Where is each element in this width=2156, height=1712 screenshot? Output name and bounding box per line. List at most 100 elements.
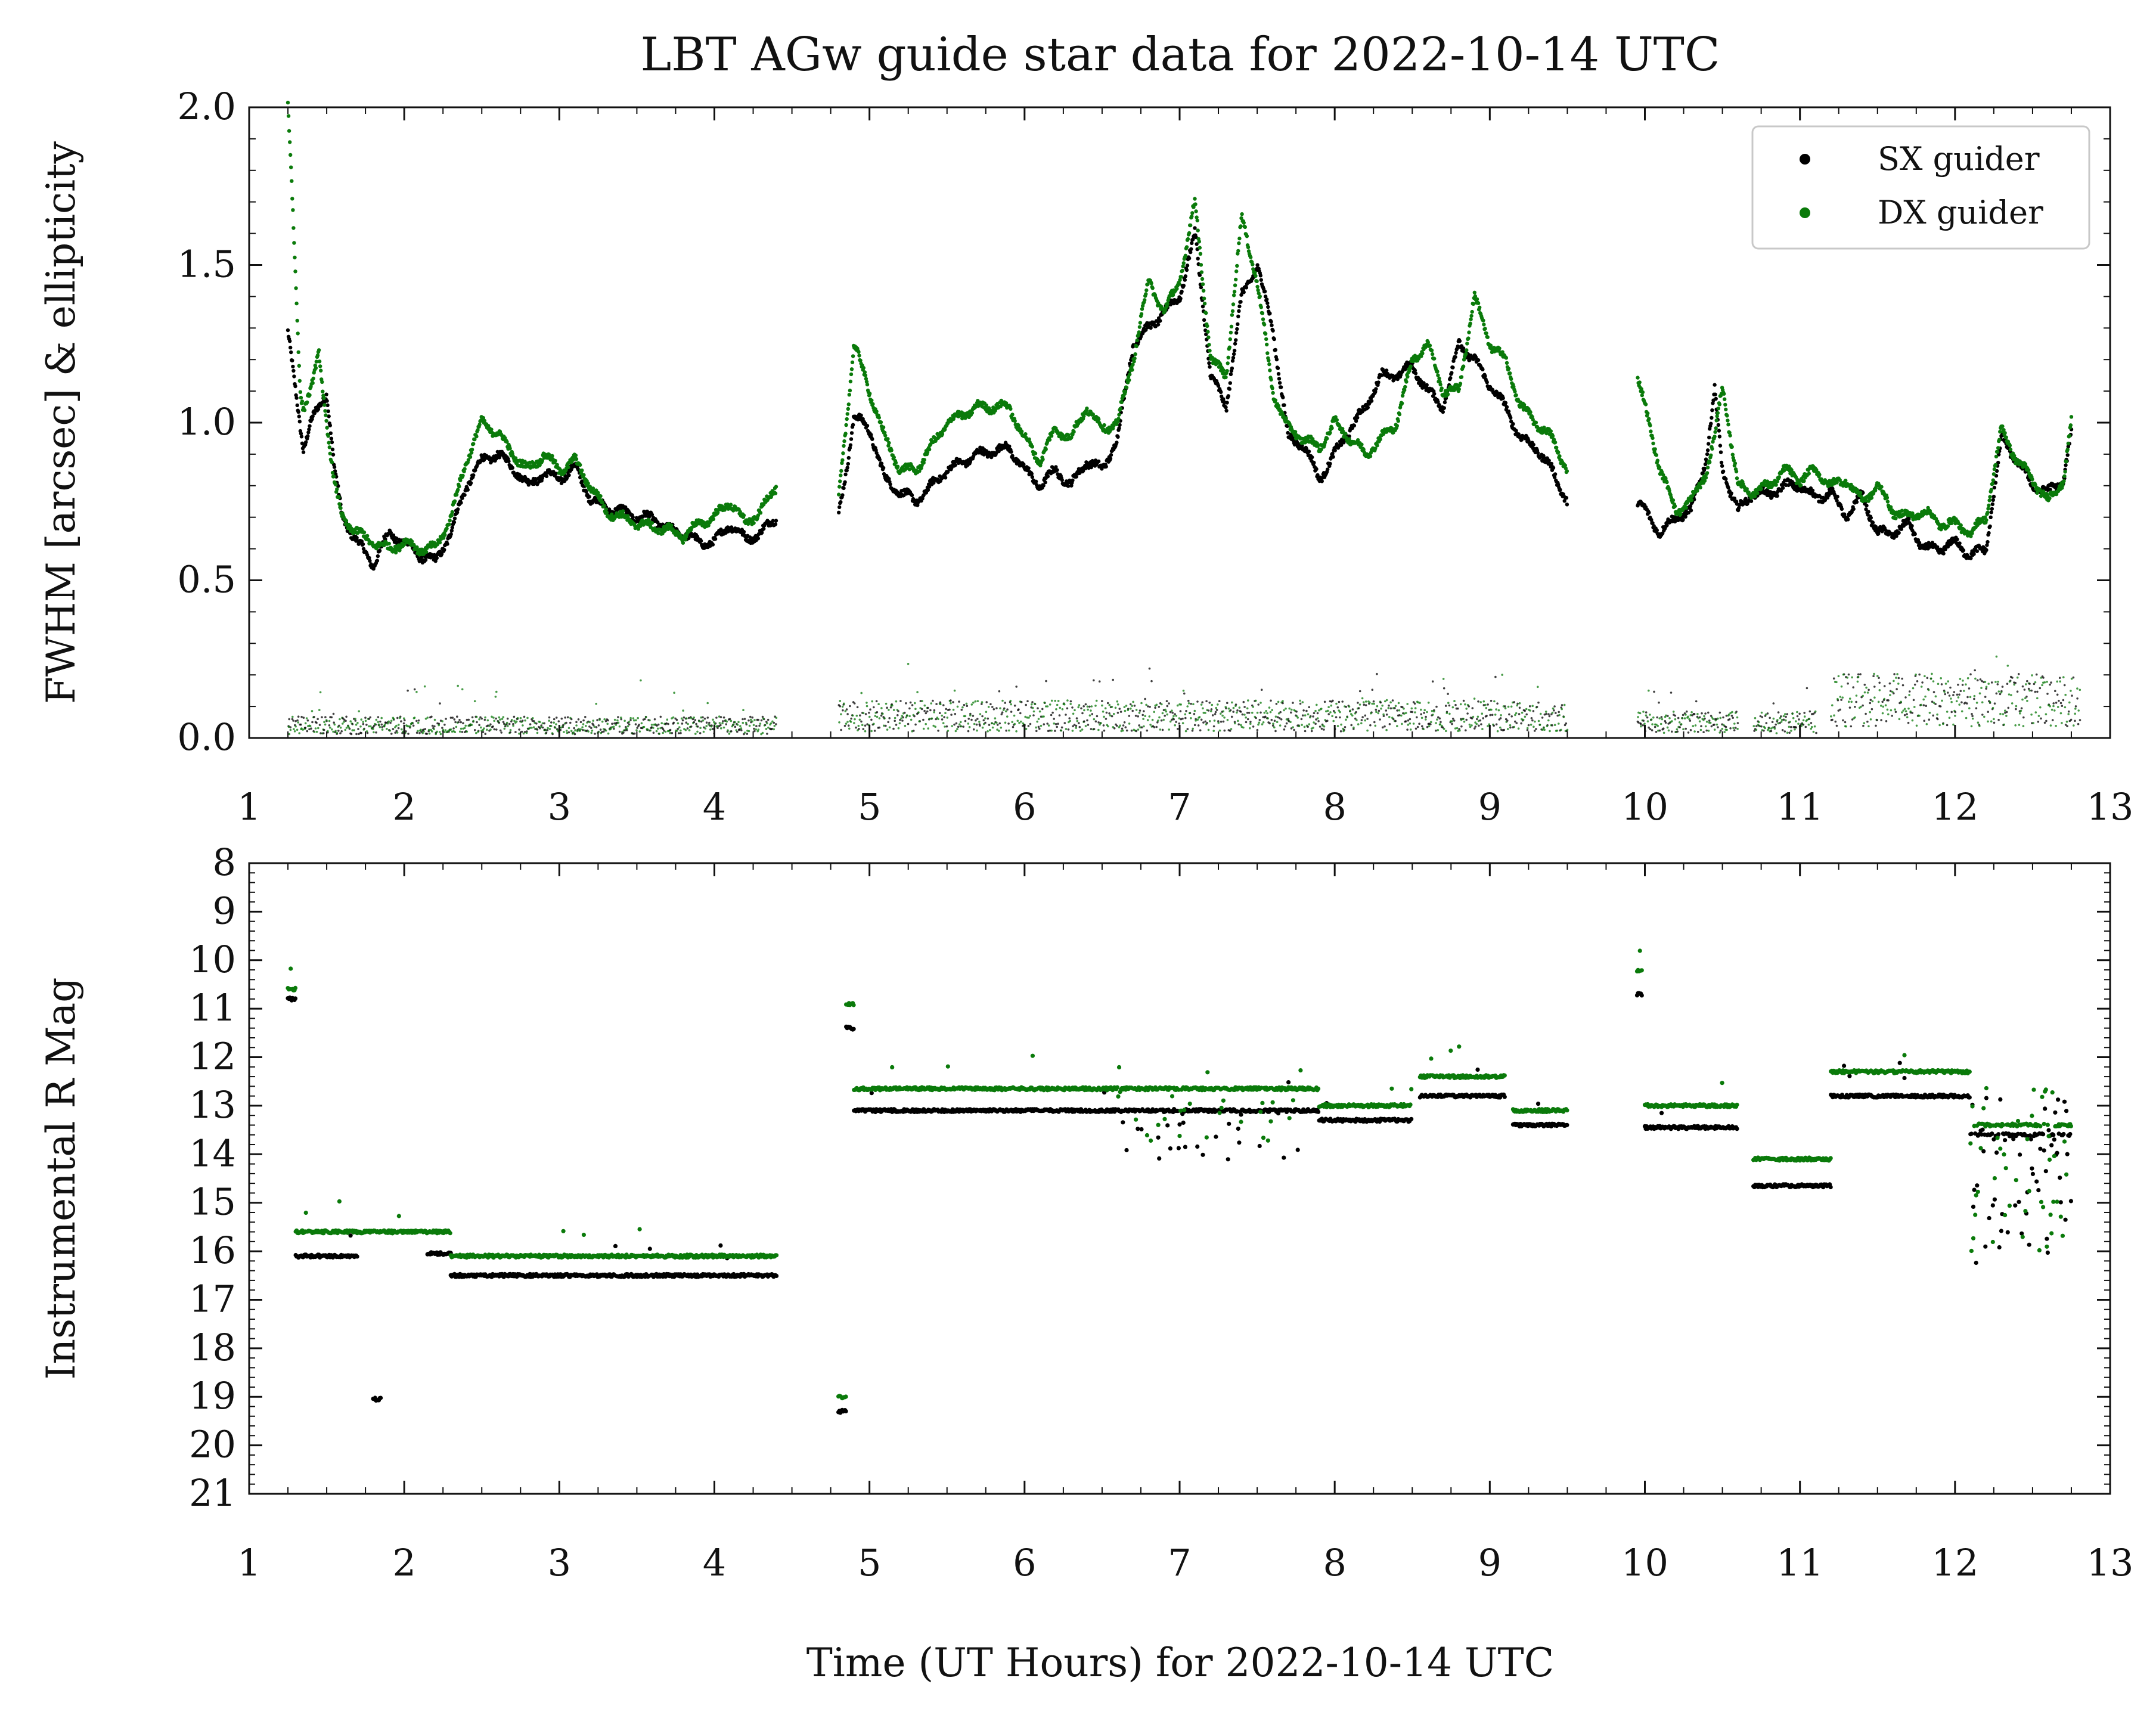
sx-fwhm-point bbox=[1224, 405, 1228, 410]
dx-fwhm-point bbox=[1020, 429, 1024, 434]
dx-fwhm-point bbox=[1654, 453, 1658, 457]
sx-fwhm-point bbox=[330, 440, 334, 445]
dx-fwhm-point bbox=[843, 432, 848, 436]
sx-fwhm-point bbox=[1707, 435, 1711, 440]
dx-fwhm-point bbox=[1259, 305, 1263, 309]
dx-fwhm-point bbox=[922, 458, 927, 462]
sx-fwhm-point bbox=[1975, 549, 1979, 553]
sx-fwhm-point bbox=[1190, 241, 1194, 245]
dx-fwhm-point bbox=[1655, 458, 1659, 463]
dx-fwhm-point bbox=[1637, 380, 1642, 384]
dx-fwhm-point bbox=[1208, 349, 1212, 353]
dx-fwhm-point bbox=[293, 269, 297, 274]
dx-fwhm-point bbox=[438, 540, 442, 545]
dx-fwhm-point bbox=[1072, 430, 1076, 434]
dx-fwhm-point bbox=[1194, 209, 1198, 213]
dx-fwhm-point bbox=[297, 379, 302, 383]
sx-fwhm-point bbox=[840, 493, 845, 497]
sx-fwhm-point bbox=[1835, 494, 1839, 499]
sx-fwhm-point bbox=[326, 409, 330, 414]
dx-fwhm-point bbox=[1133, 356, 1137, 361]
dx-fwhm-point bbox=[1264, 337, 1268, 342]
sx-fwhm-point bbox=[1277, 381, 1282, 385]
sx-fwhm-point bbox=[773, 522, 778, 526]
sx-fwhm-point bbox=[926, 488, 930, 492]
dx-fwhm-point bbox=[849, 372, 854, 377]
dx-fwhm-point bbox=[1124, 386, 1129, 390]
sx-fwhm-point bbox=[304, 440, 308, 444]
dx-fwhm-point bbox=[1165, 302, 1169, 306]
dx-fwhm-point bbox=[1506, 367, 1511, 371]
dx-fwhm-point bbox=[1497, 346, 1502, 351]
dx-fwhm-point bbox=[927, 447, 932, 452]
sx-fwhm-point bbox=[1476, 358, 1481, 362]
dx-fwhm-point bbox=[1206, 330, 1210, 334]
sx-fwhm-point bbox=[1717, 435, 1722, 439]
dx-fwhm-point bbox=[1726, 423, 1730, 427]
sx-fwhm-point bbox=[1224, 408, 1229, 413]
sx-fwhm-point bbox=[1207, 361, 1211, 365]
sx-fwhm-point bbox=[1228, 381, 1232, 385]
sx-fwhm-point bbox=[329, 436, 334, 441]
dx-fwhm-point bbox=[337, 502, 342, 506]
sx-fwhm-point bbox=[1074, 474, 1078, 479]
sx-fwhm-point bbox=[1719, 460, 1724, 465]
dx-fwhm-point bbox=[1233, 283, 1237, 287]
dx-fwhm-point bbox=[1179, 275, 1183, 279]
sx-fwhm-point bbox=[1376, 380, 1381, 384]
dx-fwhm-point bbox=[1181, 264, 1185, 268]
sx-fwhm-point bbox=[1450, 371, 1454, 375]
dx-fwhm-point bbox=[1116, 417, 1121, 421]
dx-fwhm-point bbox=[840, 458, 845, 463]
dx-fwhm-point bbox=[448, 518, 452, 523]
dx-fwhm-point bbox=[1149, 281, 1153, 286]
sx-fwhm-point bbox=[1869, 516, 1873, 520]
dx-fwhm-point bbox=[1734, 469, 1739, 474]
sx-fwhm-point bbox=[316, 407, 321, 411]
sx-fwhm-point bbox=[1258, 274, 1262, 278]
dx-fwhm-point bbox=[573, 453, 578, 458]
sx-fwhm-point bbox=[452, 516, 457, 520]
dx-fwhm-point bbox=[1724, 407, 1728, 412]
dx-fwhm-point bbox=[1438, 382, 1442, 387]
sx-fwhm-point bbox=[292, 374, 296, 379]
dx-fwhm-point bbox=[841, 451, 845, 455]
dx-fwhm-point bbox=[469, 451, 474, 455]
sx-fwhm-point bbox=[650, 513, 654, 517]
sx-fwhm-point bbox=[1987, 531, 1991, 535]
dx-fwhm-point bbox=[305, 400, 309, 405]
dx-fwhm-point bbox=[847, 393, 852, 397]
sx-fwhm-point bbox=[1910, 524, 1914, 528]
dx-fwhm-point bbox=[296, 350, 300, 354]
dx-fwhm-point bbox=[566, 465, 570, 470]
dx-fwhm-point bbox=[1253, 271, 1257, 275]
dx-fwhm-point bbox=[474, 435, 479, 439]
dx-fwhm-point bbox=[728, 503, 733, 507]
dx-fwhm-point bbox=[1698, 485, 1702, 489]
dx-fwhm-point bbox=[387, 541, 391, 546]
sx-fwhm-point bbox=[456, 507, 460, 511]
dx-fwhm-point bbox=[1202, 302, 1207, 306]
sx-fwhm-point bbox=[916, 503, 920, 507]
dx-fwhm-point bbox=[1221, 368, 1226, 373]
dx-fwhm-point bbox=[1802, 479, 1806, 483]
sx-fwhm-point bbox=[1955, 537, 1959, 542]
dx-fwhm-point bbox=[1184, 245, 1189, 249]
sx-fwhm-point bbox=[848, 443, 853, 447]
sx-fwhm-point bbox=[449, 529, 454, 533]
sx-fwhm-point bbox=[1714, 396, 1718, 401]
dx-fwhm-point bbox=[846, 402, 851, 407]
sx-fwhm-point bbox=[1941, 551, 1946, 556]
sx-fwhm-point bbox=[1710, 415, 1714, 420]
dx-fwhm-point bbox=[1368, 454, 1373, 458]
dx-fwhm-point bbox=[1534, 420, 1538, 425]
dx-fwhm-point bbox=[887, 441, 891, 445]
sx-fwhm-point bbox=[1565, 503, 1569, 507]
dx-fwhm-point bbox=[1234, 277, 1238, 282]
dx-fwhm-point bbox=[1293, 430, 1298, 434]
sx-fwhm-point bbox=[288, 339, 292, 343]
dx-fwhm-point bbox=[289, 165, 293, 169]
dx-fwhm-point bbox=[297, 364, 301, 368]
dx-fwhm-point bbox=[457, 484, 461, 489]
dx-fwhm-point bbox=[1133, 352, 1137, 356]
